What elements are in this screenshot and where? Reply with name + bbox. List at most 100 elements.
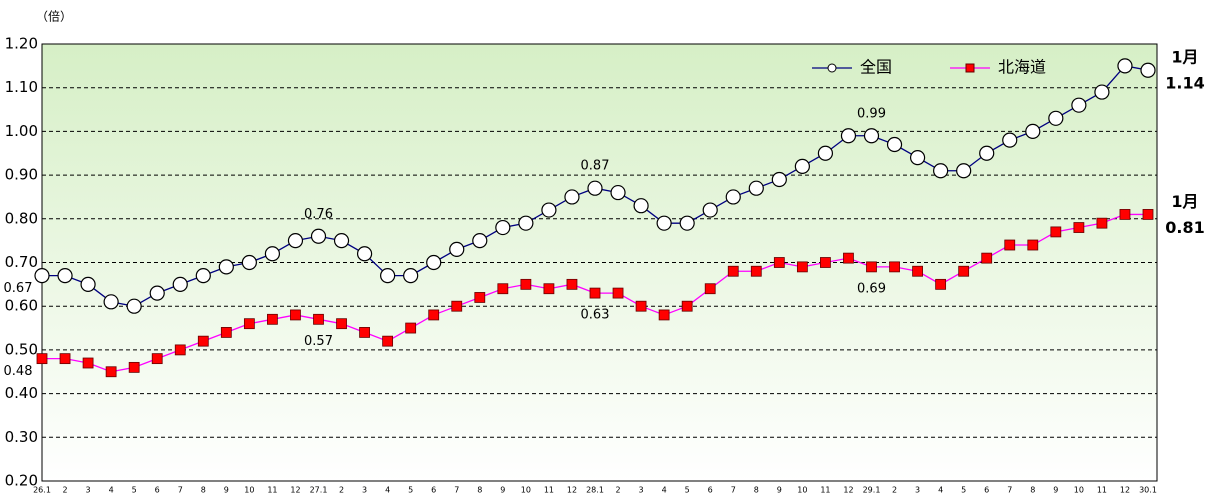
marker <box>82 357 94 369</box>
x-tick-label: 7 <box>1007 486 1012 495</box>
x-tick-label: 2 <box>615 486 620 495</box>
marker <box>220 327 232 338</box>
marker <box>80 276 96 292</box>
marker <box>935 278 947 290</box>
marker <box>1094 84 1110 100</box>
marker <box>1027 239 1039 251</box>
marker <box>1002 132 1018 148</box>
marker <box>518 215 534 231</box>
marker <box>771 171 787 188</box>
y-tick-label: 0.30 <box>5 428 38 446</box>
marker <box>105 366 117 378</box>
marker <box>679 215 695 231</box>
marker <box>172 276 188 292</box>
marker <box>658 309 670 321</box>
x-tick-label: 6 <box>708 486 713 495</box>
x-tick-label: 7 <box>178 486 183 495</box>
marker <box>403 268 419 284</box>
x-tick-label: 11 <box>820 486 830 495</box>
marker <box>681 300 693 312</box>
x-tick-label: 26.1 <box>33 486 51 495</box>
x-tick-label: 3 <box>639 486 644 495</box>
value-label: 0.63 <box>581 308 610 323</box>
marker <box>702 202 718 218</box>
marker <box>1119 209 1131 220</box>
marker <box>1004 239 1016 251</box>
end-value-label: 0.81 <box>1165 218 1204 237</box>
marker <box>151 353 163 365</box>
marker <box>704 283 716 295</box>
marker <box>958 265 970 277</box>
marker <box>218 259 234 275</box>
x-tick-label: 3 <box>86 486 91 495</box>
y-tick-label: 1.10 <box>5 78 38 96</box>
marker <box>497 283 509 295</box>
legend-marker <box>827 63 837 73</box>
x-tick-label: 9 <box>224 486 229 495</box>
marker <box>336 318 347 330</box>
marker <box>633 198 649 214</box>
x-tick-label: 9 <box>1053 486 1058 495</box>
marker <box>725 189 741 205</box>
marker <box>843 252 854 264</box>
y-tick-label: 0.50 <box>5 340 38 358</box>
marker <box>543 283 555 295</box>
marker <box>103 294 119 310</box>
x-tick-label: 4 <box>938 486 943 495</box>
marker <box>656 215 672 231</box>
x-tick-label: 30.1 <box>1139 486 1157 495</box>
marker <box>796 261 808 273</box>
marker <box>979 145 995 161</box>
marker <box>566 278 578 290</box>
marker <box>635 300 647 312</box>
marker <box>820 257 831 268</box>
x-tick-label: 5 <box>685 486 690 495</box>
x-tick-label: 10 <box>1074 486 1084 495</box>
x-tick-label: 8 <box>754 486 759 495</box>
marker <box>863 128 880 144</box>
marker <box>243 318 255 330</box>
value-label: 0.67 <box>4 281 33 296</box>
marker <box>817 145 834 161</box>
marker <box>520 278 532 290</box>
marker <box>313 313 324 325</box>
x-tick-label: 8 <box>201 486 206 495</box>
y-tick-label: 0.70 <box>5 253 38 271</box>
value-label: 0.69 <box>857 281 886 296</box>
x-tick-label: 7 <box>731 486 736 495</box>
marker <box>956 163 972 179</box>
y-tick-label: 0.40 <box>5 384 38 402</box>
x-tick-label: 9 <box>777 486 782 495</box>
marker <box>886 136 903 153</box>
marker <box>1140 62 1156 78</box>
x-tick-label: 6 <box>984 486 989 495</box>
marker <box>1050 226 1062 238</box>
marker <box>912 265 923 277</box>
x-tick-label: 5 <box>961 486 966 495</box>
unit-label: （倍） <box>36 9 72 24</box>
marker <box>589 287 601 299</box>
marker <box>310 228 327 244</box>
marker <box>128 361 140 373</box>
x-tick-label: 5 <box>408 486 413 495</box>
x-tick-label: 10 <box>797 486 807 495</box>
marker <box>333 233 350 249</box>
marker <box>495 219 511 236</box>
marker <box>1073 222 1085 233</box>
marker <box>241 254 257 271</box>
marker <box>612 287 624 299</box>
marker <box>866 261 877 273</box>
x-tick-label: 2 <box>62 486 67 495</box>
marker <box>564 189 580 205</box>
legend-label: 北海道 <box>998 58 1046 77</box>
marker <box>264 246 281 262</box>
marker <box>1071 97 1087 113</box>
x-tick-label: 12 <box>1120 486 1130 495</box>
marker <box>773 257 785 268</box>
marker <box>840 128 857 144</box>
x-tick-label: 4 <box>385 486 390 495</box>
marker <box>380 268 396 284</box>
x-tick-label: 4 <box>109 486 114 495</box>
marker <box>405 322 417 334</box>
